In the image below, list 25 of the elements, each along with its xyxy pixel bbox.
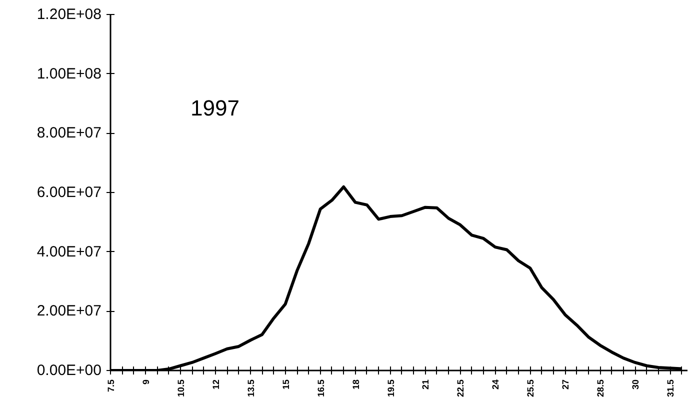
x-tick-label: 31.5 [666,379,676,398]
x-tick-label: 15 [280,379,291,390]
x-tick-label: 25.5 [526,379,536,398]
y-tick-label: 0.00E+00 [36,362,102,379]
x-tick-label: 10.5 [176,379,186,398]
x-tick-label: 19.5 [386,379,396,398]
y-tick-label: 6.00E+07 [36,184,102,201]
x-tick-label: 22.5 [456,379,466,398]
x-tick-label: 30 [630,379,641,390]
x-tick-label: 9 [140,379,151,385]
y-tick-label: 8.00E+07 [36,124,102,142]
x-tick-label: 7.5 [106,379,116,392]
y-tick-label: 2.00E+07 [36,302,102,320]
y-tick-label: 1.20E+08 [36,6,102,23]
x-tick-label: 21 [420,379,431,390]
x-tick-label: 28.5 [596,379,606,398]
x-tick-label: 16.5 [316,379,326,398]
y-tick-label: 1.00E+08 [36,65,102,82]
x-tick-label: 24 [490,379,501,390]
x-tick-label: 18 [350,379,361,390]
x-tick-label: 12 [210,379,221,390]
y-tick-label: 4.00E+07 [36,243,102,260]
x-tick-label: 13.5 [246,379,256,398]
annotation: 1997 [190,96,240,120]
x-tick-label: 27 [560,379,571,390]
